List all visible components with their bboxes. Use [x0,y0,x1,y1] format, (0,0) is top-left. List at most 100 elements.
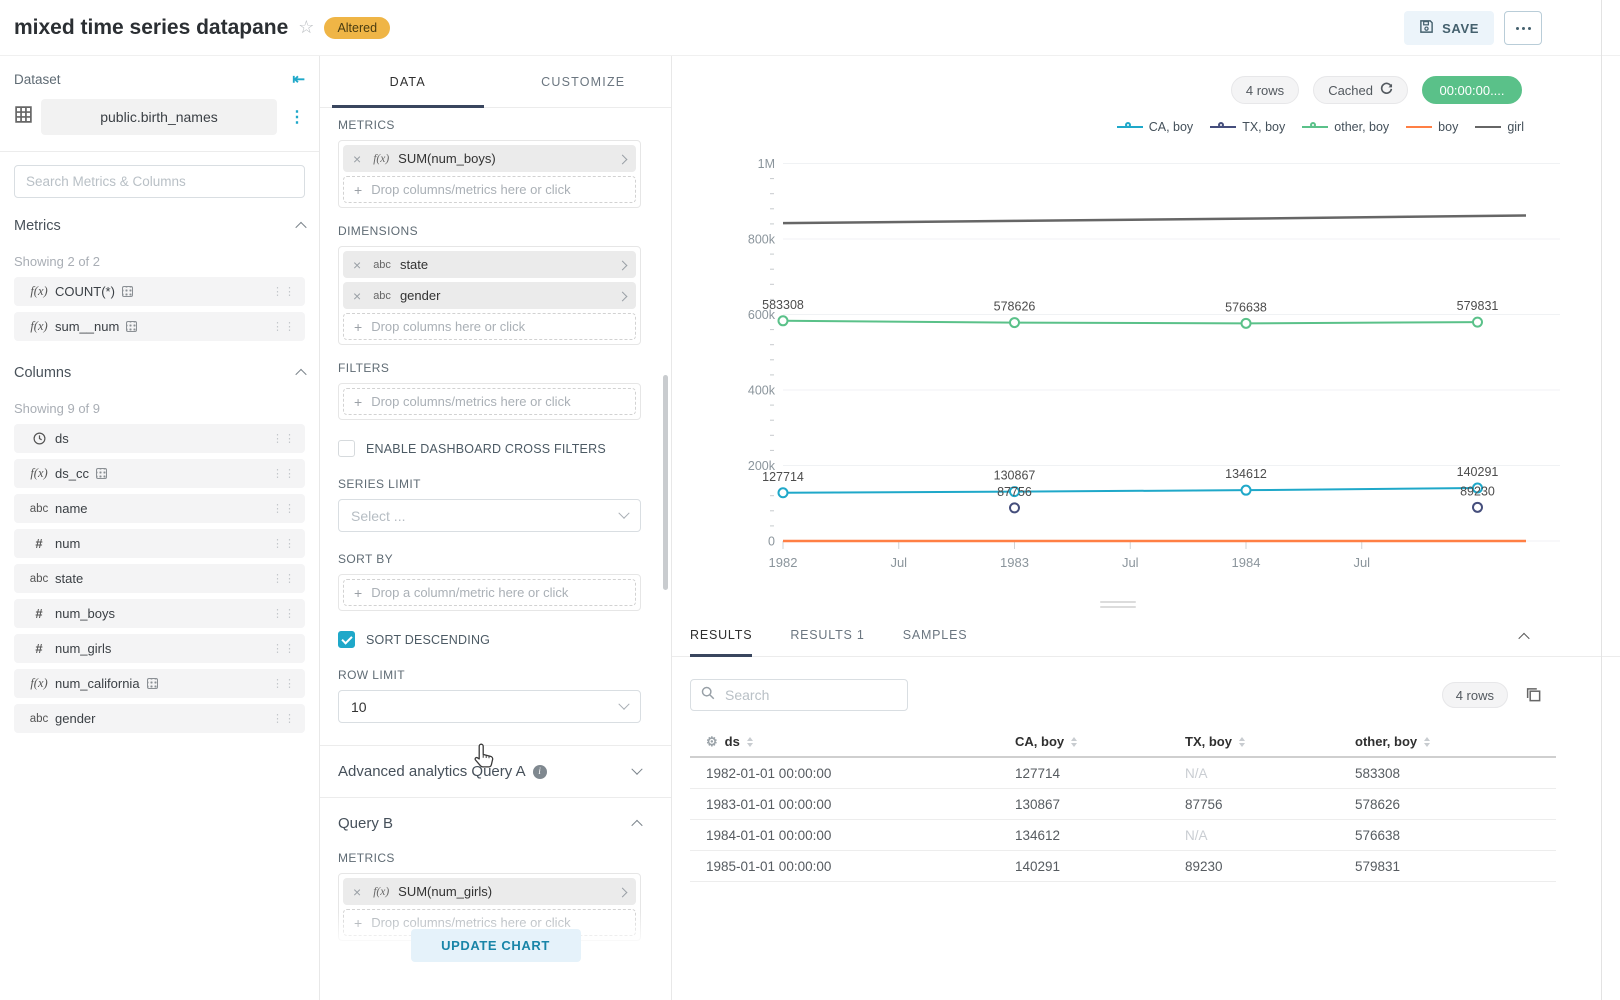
results-search[interactable] [690,679,908,711]
svg-text:87756: 87756 [997,485,1032,499]
collapse-panel-icon[interactable]: ⇤ [292,72,305,87]
save-button[interactable]: SAVE [1404,11,1494,45]
sort-descending-checkbox[interactable] [338,631,355,648]
legend-item[interactable]: CA, boy [1117,120,1193,134]
cached-badge[interactable]: Cached [1313,76,1408,104]
text-type-icon: abc [23,503,55,515]
filters-control-label: FILTERS [338,361,641,375]
metrics-count-label: Showing 2 of 2 [0,254,319,269]
field-ds[interactable]: ds⋮⋮ [14,424,305,453]
sort-icon [747,737,753,747]
results-search-input[interactable] [723,686,897,704]
tab-customize[interactable]: CUSTOMIZE [496,56,672,107]
field-sum__num[interactable]: f(x)sum__num⋮⋮ [14,312,305,341]
field-num_boys[interactable]: #num_boys⋮⋮ [14,599,305,628]
drag-handle-icon[interactable]: ⋮⋮ [272,432,296,445]
field-name[interactable]: abcname⋮⋮ [14,494,305,523]
plus-icon: + [354,182,362,198]
control-panel: DATACUSTOMIZE METRICS × f(x) SUM(num_boy… [320,56,672,1000]
column-header-tx-boy[interactable]: TX, boy [1185,734,1355,749]
row-limit-select[interactable]: 10 [338,690,641,723]
svg-text:140291: 140291 [1457,465,1499,479]
field-num_california[interactable]: f(x)num_california⋮⋮ [14,669,305,698]
drag-handle-icon[interactable]: ⋮⋮ [272,467,296,480]
drag-handle-icon[interactable]: ⋮⋮ [272,502,296,515]
chevron-right-icon [619,884,626,899]
field-ds_cc[interactable]: f(x)ds_cc⋮⋮ [14,459,305,488]
dimensions-dropzone[interactable]: + Drop columns here or click [343,313,636,340]
dataset-options-icon[interactable]: ⋮ [285,107,309,127]
metric-pill[interactable]: × f(x) SUM(num_boys) [343,145,636,172]
metric-pill[interactable]: × f(x) SUM(num_girls) [343,878,636,905]
sort-by-dropzone[interactable]: + Drop a column/metric here or click [343,579,636,606]
field-num_girls[interactable]: #num_girls⋮⋮ [14,634,305,663]
advanced-analytics-header[interactable]: Advanced analytics Query A i [338,746,641,797]
field-COUNT(*)[interactable]: f(x)COUNT(*)⋮⋮ [14,277,305,306]
field-num[interactable]: #num⋮⋮ [14,529,305,558]
results-panel: RESULTSRESULTS 1SAMPLES 4 rows ⚙dsCA, bo… [672,613,1620,1000]
legend-item[interactable]: other, boy [1302,120,1389,134]
remove-icon[interactable]: × [353,257,361,273]
columns-section-header[interactable]: Columns [0,365,319,381]
metrics-dropzone[interactable]: + Drop columns/metrics here or click [343,176,636,203]
metrics-section-header[interactable]: Metrics [0,218,319,234]
filters-control-box: + Drop columns/metrics here or click [338,383,641,420]
gear-icon[interactable]: ⚙ [706,734,718,750]
chevron-up-icon [631,819,642,830]
results-tab-samples[interactable]: SAMPLES [903,613,968,656]
field-state[interactable]: abcstate⋮⋮ [14,564,305,593]
drag-handle-icon[interactable]: ⋮⋮ [272,677,296,690]
table-cell: 1982-01-01 00:00:00 [690,766,1015,781]
results-tab-results[interactable]: RESULTS [690,613,752,656]
timeseries-chart[interactable]: 1M800k600k400k200k01982Jul1983Jul1984Jul… [680,111,1610,611]
certified-icon [122,286,133,297]
drag-handle-icon[interactable]: ⋮⋮ [272,572,296,585]
scrollbar-thumb[interactable] [663,375,668,590]
cross-filters-checkbox[interactable] [338,440,355,457]
dataset-section-label: Dataset [14,72,61,87]
legend-item[interactable]: girl [1475,120,1524,134]
legend-item[interactable]: boy [1406,120,1458,134]
results-tab-results-1[interactable]: RESULTS 1 [790,613,864,656]
copy-icon[interactable] [1525,686,1542,708]
field-gender[interactable]: abcgender⋮⋮ [14,704,305,733]
query-b-header[interactable]: Query B [338,798,641,849]
svg-text:1984: 1984 [1232,555,1261,570]
table-cell: 576638 [1355,828,1555,843]
save-icon [1419,19,1434,37]
collapse-results-icon[interactable] [1520,628,1528,646]
drag-handle-icon[interactable]: ⋮⋮ [272,320,296,333]
dimension-pill-state[interactable]: ×abcstate [343,251,636,278]
metrics-columns-search-input[interactable] [14,165,305,198]
drag-handle-icon[interactable]: ⋮⋮ [272,607,296,620]
dataset-name[interactable]: public.birth_names [41,99,277,135]
refresh-icon[interactable] [1380,82,1393,98]
column-header-ca-boy[interactable]: CA, boy [1015,734,1185,749]
favorite-star-icon[interactable]: ☆ [298,17,314,38]
update-chart-button[interactable]: UPDATE CHART [411,929,581,962]
column-header-ds[interactable]: ⚙ds [690,734,1015,750]
table-cell: N/A [1185,766,1355,781]
remove-icon[interactable]: × [353,288,361,304]
drag-handle-icon[interactable]: ⋮⋮ [272,642,296,655]
drag-handle-icon[interactable]: ⋮⋮ [272,712,296,725]
dimension-pill-gender[interactable]: ×abcgender [343,282,636,309]
panel-resize-handle[interactable] [1100,601,1136,611]
tab-data[interactable]: DATA [320,56,496,107]
series-limit-select[interactable]: Select ... [338,499,641,532]
column-header-other-boy[interactable]: other, boy [1355,734,1555,749]
search-icon [701,686,715,705]
remove-icon[interactable]: × [353,151,361,167]
numeric-type-icon: # [23,606,55,621]
remove-icon[interactable]: × [353,884,361,900]
more-menu-button[interactable] [1504,11,1542,45]
legend-item[interactable]: TX, boy [1210,120,1285,134]
chevron-down-icon [618,507,629,518]
control-panel-scroll-area: METRICS × f(x) SUM(num_boys) + Drop colu… [320,108,671,1000]
timer-badge: 00:00:00.... [1422,76,1522,104]
altered-badge[interactable]: Altered [324,17,390,39]
drag-handle-icon[interactable]: ⋮⋮ [272,537,296,550]
results-tabs: RESULTS RESULTS 1 SAMPLES [672,613,1620,657]
filters-dropzone[interactable]: + Drop columns/metrics here or click [343,388,636,415]
drag-handle-icon[interactable]: ⋮⋮ [272,285,296,298]
